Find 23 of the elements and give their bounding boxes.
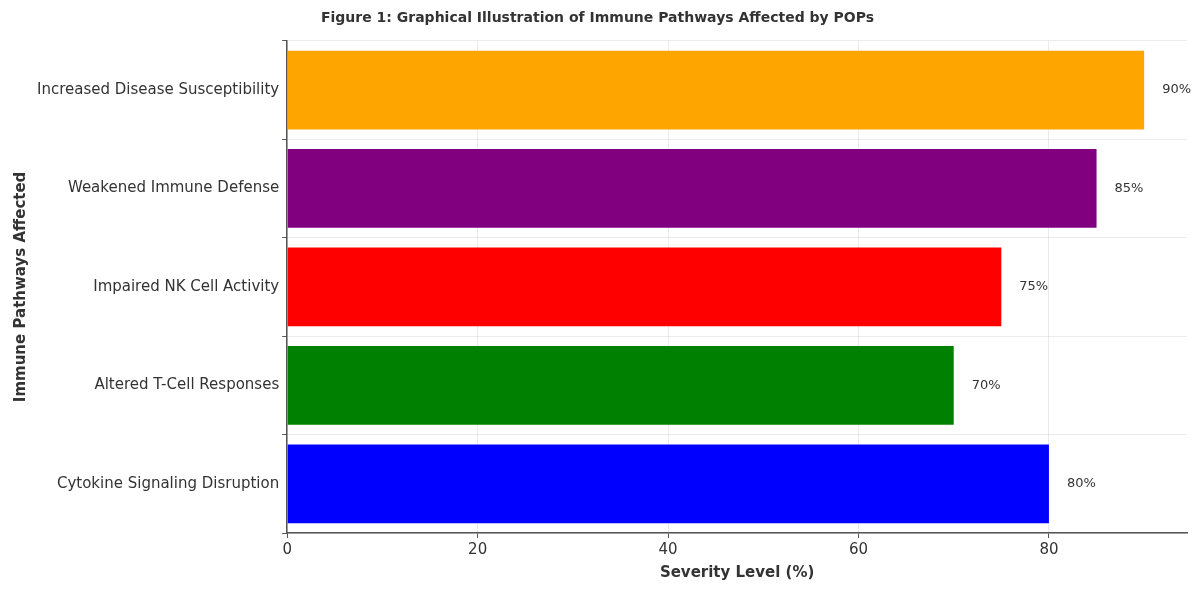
y-tick-label: Increased Disease Susceptibility [36,79,280,98]
x-tick-label: 80 [1039,539,1059,558]
bar [287,247,1002,327]
x-tick-label: 20 [468,539,488,558]
data-label: 70% [971,376,1001,392]
data-label: 85% [1114,179,1144,195]
data-label: 75% [1019,278,1049,294]
x-tick-label: 0 [282,539,292,558]
y-axis-title: Immune Pathways Affected [10,171,29,403]
x-tick-label: 60 [848,539,869,558]
y-tick-label: Weakened Immune Defense [67,178,280,197]
bar [287,50,1145,130]
x-tick-label: 40 [658,539,678,558]
y-tick-label: Impaired NK Cell Activity [93,276,280,295]
data-label: 80% [1066,475,1096,491]
y-tick-label: Cytokine Signaling Disruption [56,473,280,492]
data-label: 90% [1162,81,1192,97]
bar [287,444,1049,524]
chart-title: Figure 1: Graphical Illustration of Immune Pathways Affected by POPs [320,9,875,26]
x-axis-title: Severity Level (%) [659,562,815,581]
bar [287,345,954,425]
y-tick-label: Altered T-Cell Responses [94,375,280,394]
bar [287,149,1097,228]
